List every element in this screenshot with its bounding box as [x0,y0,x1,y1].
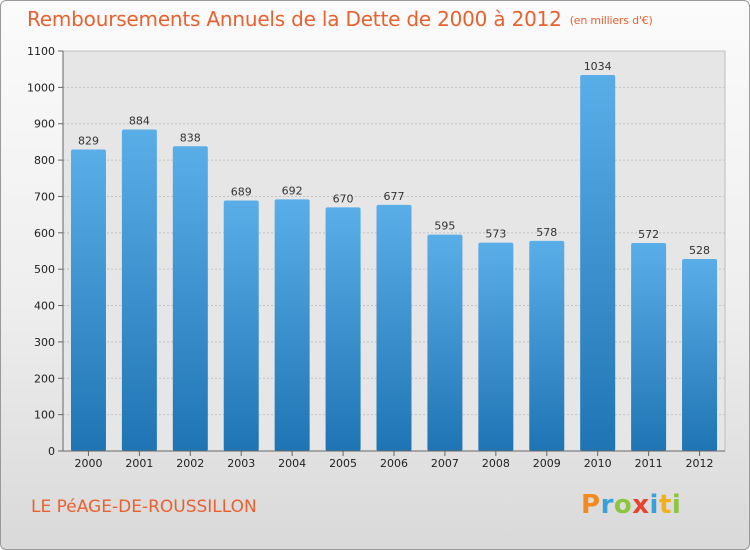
y-tick-label: 1100 [27,45,55,58]
bar-value-label: 578 [536,226,557,239]
bar-value-label: 572 [638,228,659,241]
x-tick-label: 2002 [176,457,204,470]
bar [682,259,718,451]
logo-letter: r [600,490,614,520]
x-tick-label: 2003 [227,457,255,470]
bar [478,242,514,451]
bar-value-label: 573 [485,228,506,241]
logo-letter: i [649,490,659,520]
bar [376,204,412,451]
chart-title-text: Remboursements Annuels de la Dette de 20… [27,7,562,31]
bar-value-label: 528 [689,244,710,257]
bar [223,200,259,451]
y-tick-label: 700 [34,190,55,203]
x-tick-label: 2005 [329,457,357,470]
bar-value-label: 884 [129,115,150,128]
logo-letter: t [658,490,672,520]
bar-value-label: 838 [180,131,201,144]
y-tick-label: 200 [34,372,55,385]
proxiti-logo: Proxiti [581,490,681,520]
bar [172,146,208,452]
y-tick-label: 900 [34,118,55,131]
x-tick-label: 2000 [74,457,102,470]
bar-value-label: 829 [78,135,99,148]
y-tick-label: 300 [34,336,55,349]
bar [529,240,565,451]
y-tick-label: 0 [48,445,55,458]
x-tick-label: 2001 [125,457,153,470]
chart-title: Remboursements Annuels de la Dette de 20… [27,7,653,31]
logo-letter: o [613,490,633,520]
bar-value-label: 1034 [584,60,612,73]
x-tick-label: 2004 [278,457,306,470]
x-tick-label: 2010 [584,457,612,470]
bars: 829 884 838 689 692 670 677 595 573 578 1034 572 528 [70,60,718,452]
bar [427,234,463,451]
bar-value-label: 670 [333,192,354,205]
bar [580,75,616,451]
x-tick-label: 2007 [431,457,459,470]
y-tick-label: 500 [34,263,55,276]
y-tick-label: 600 [34,227,55,240]
x-tick-label: 2006 [380,457,408,470]
bar [631,243,667,451]
y-tick-label: 800 [34,154,55,167]
chart-unit: (en milliers d'€) [569,14,653,27]
y-tick-label: 400 [34,300,55,313]
bar-value-label: 677 [384,190,405,203]
bar [121,129,157,451]
bar [70,149,106,451]
logo-letter: P [581,490,601,520]
logo-letter: x [632,490,650,520]
bar-value-label: 595 [434,220,455,233]
bar [325,207,361,451]
bar-value-label: 692 [282,184,303,197]
x-tick-label: 2008 [482,457,510,470]
commune-name: LE PéAGE-DE-ROUSSILLON [31,497,257,517]
x-axis: 2000 2001 2002 2003 2004 2005 2006 2007 2008 2009… [63,450,725,470]
x-tick-label: 2009 [533,457,561,470]
y-tick-label: 1000 [27,81,55,94]
logo-letter: i [671,490,682,520]
bar [274,199,310,451]
y-tick-label: 100 [34,409,55,422]
x-tick-label: 2011 [635,457,663,470]
x-tick-label: 2012 [686,457,714,470]
bar-value-label: 689 [231,185,252,198]
y-axis: 0 100 200 300 400 500 600 700 800 900 1000 1100 [27,45,64,458]
